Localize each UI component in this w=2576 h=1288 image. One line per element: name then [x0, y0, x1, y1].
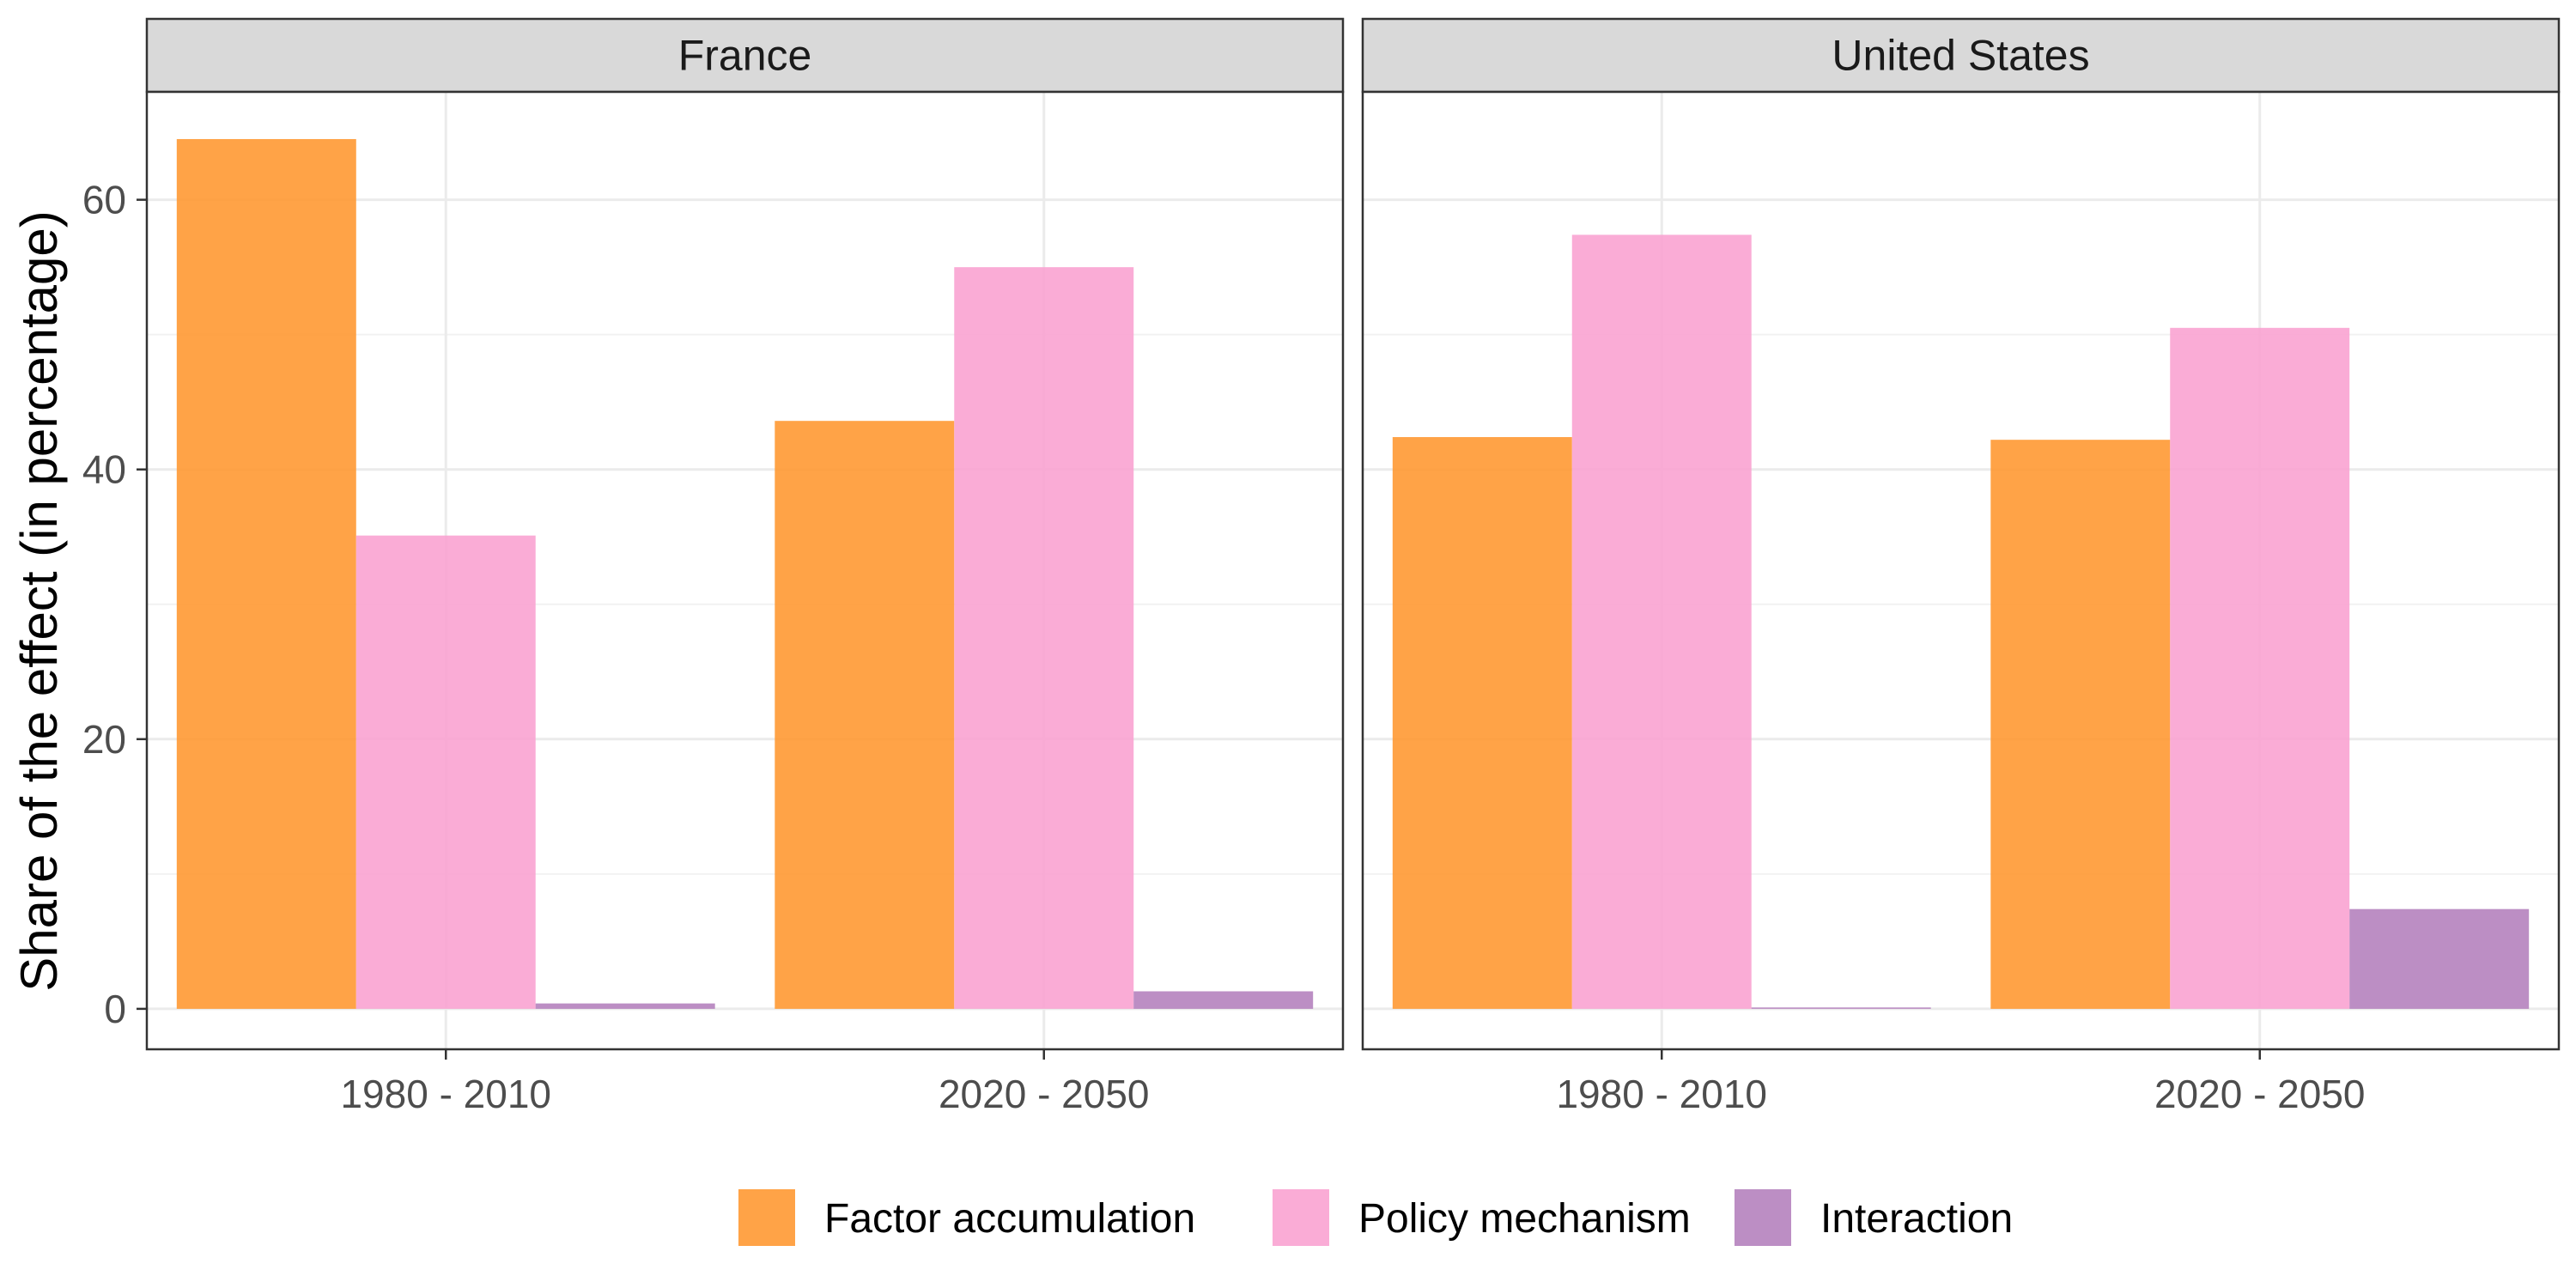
- panel-title-united-states: United States: [1832, 32, 2089, 80]
- panel-border-france: [145, 90, 1345, 1051]
- y-tick-label: 40: [82, 447, 126, 492]
- legend-label-policy-mechanism: Policy mechanism: [1358, 1196, 1691, 1242]
- y-tick-label: 60: [82, 178, 126, 222]
- y-tick-label: 0: [104, 987, 126, 1031]
- x-tick-label: 2020 - 2050: [2154, 1072, 2366, 1116]
- bar-united-states-factor-accumulation-1: [1990, 440, 2171, 1009]
- panel-strip-united-states: [1361, 17, 2561, 94]
- legend-label-factor-accumulation: Factor accumulation: [824, 1196, 1195, 1242]
- panel-title-france: France: [678, 32, 812, 80]
- bar-france-policy-mechanism-0: [355, 535, 536, 1009]
- legend-label-interaction: Interaction: [1820, 1196, 2013, 1242]
- bar-united-states-interaction-0: [1751, 1007, 1931, 1009]
- legend-key-interaction: [1735, 1189, 1791, 1246]
- bar-france-interaction-0: [535, 1003, 715, 1009]
- bar-france-interaction-1: [1133, 991, 1314, 1009]
- bar-france-policy-mechanism-1: [954, 267, 1134, 1009]
- legend-key-policy-mechanism: [1273, 1189, 1329, 1246]
- y-tick-label: 20: [82, 717, 126, 762]
- legend-key-factor-accumulation: [738, 1189, 795, 1246]
- bar-united-states-policy-mechanism-0: [1571, 234, 1752, 1009]
- x-tick-label: 1980 - 2010: [1556, 1072, 1767, 1116]
- bar-france-factor-accumulation-0: [176, 138, 356, 1009]
- bar-united-states-factor-accumulation-0: [1392, 437, 1572, 1009]
- bar-france-factor-accumulation-1: [775, 421, 955, 1009]
- bar-united-states-policy-mechanism-1: [2170, 327, 2350, 1009]
- bar-united-states-interaction-1: [2349, 908, 2530, 1009]
- x-tick-label: 1980 - 2010: [340, 1072, 551, 1116]
- panel-border-united-states: [1361, 90, 2561, 1051]
- y-axis-title: Share of the effect (in percentage): [10, 210, 68, 991]
- x-tick-label: 2020 - 2050: [939, 1072, 1150, 1116]
- panel-strip-france: [145, 17, 1345, 94]
